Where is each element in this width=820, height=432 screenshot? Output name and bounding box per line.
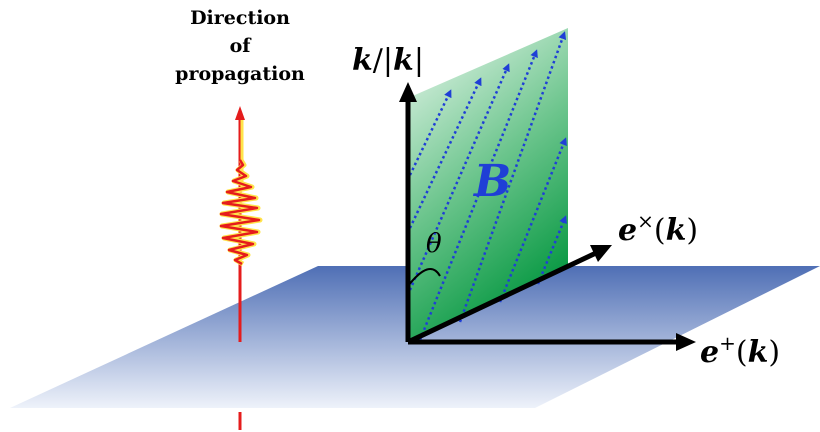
ex-axis-label: e×(k) bbox=[618, 209, 698, 248]
angle-label: θ bbox=[426, 229, 442, 259]
ex-axis-arrow bbox=[406, 250, 598, 345]
k-axis-arrowhead bbox=[399, 82, 417, 102]
field-line bbox=[408, 63, 510, 291]
field-line bbox=[408, 89, 452, 176]
ep-k: k bbox=[748, 335, 769, 370]
ex-k: k bbox=[666, 213, 687, 248]
k-axis-label: k/|k| bbox=[352, 43, 424, 78]
field-line bbox=[418, 49, 538, 341]
direction-label-line3: propagation bbox=[175, 63, 305, 85]
field-line bbox=[498, 137, 567, 303]
field-line bbox=[536, 215, 567, 285]
k-axis-slash: /| bbox=[373, 43, 393, 78]
ep-open: ( bbox=[736, 335, 748, 370]
ep-e: e bbox=[700, 335, 719, 370]
ep-axis-arrowhead bbox=[676, 333, 696, 351]
field-label: B bbox=[472, 156, 511, 207]
ep-axis-label: e+(k) bbox=[700, 331, 780, 370]
field-plane bbox=[408, 28, 568, 342]
wave-packet bbox=[219, 159, 261, 266]
ep-close: ) bbox=[768, 335, 780, 370]
ex-close: ) bbox=[686, 213, 698, 248]
direction-label-line2: of bbox=[230, 35, 253, 57]
propagation-arrowhead bbox=[235, 106, 245, 120]
k-axis-k2: k bbox=[393, 43, 414, 78]
k-axis-k1: k bbox=[352, 43, 373, 78]
angle-arc bbox=[407, 267, 441, 287]
ex-sup: × bbox=[637, 209, 654, 233]
field-line bbox=[458, 31, 567, 323]
ex-axis-arrowhead bbox=[590, 245, 612, 262]
ep-sup: + bbox=[719, 331, 736, 355]
ex-open: ( bbox=[654, 213, 666, 248]
field-lines bbox=[408, 31, 567, 341]
k-axis-bar: | bbox=[414, 43, 424, 78]
direction-label-line1: Direction bbox=[190, 7, 290, 29]
ex-e: e bbox=[618, 213, 637, 248]
